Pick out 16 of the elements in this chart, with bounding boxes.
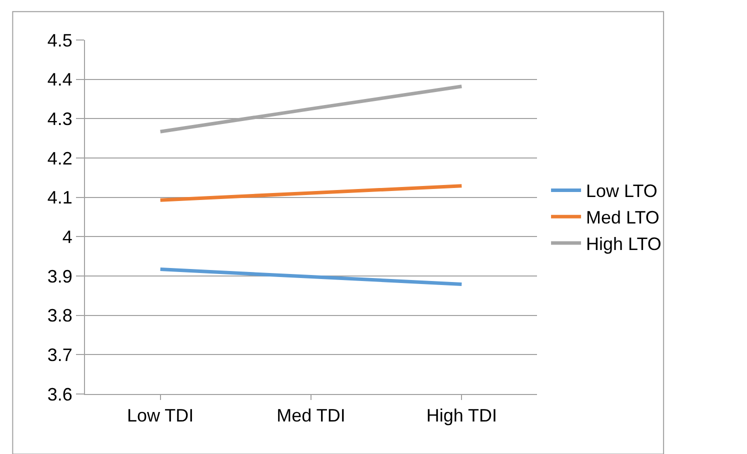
x-tick-label: Med TDI — [276, 406, 346, 426]
y-tick-label: 4.3 — [47, 108, 72, 129]
y-tick-label: 3.9 — [47, 266, 72, 286]
y-tick-label: 4 — [62, 226, 72, 247]
y-tick-label: 3.7 — [47, 344, 72, 365]
y-tick-label: 4.2 — [47, 148, 72, 168]
y-tick-label: 4.5 — [47, 30, 72, 50]
x-tick-label: Low TDI — [126, 406, 194, 426]
legend-label: Med LTO — [586, 208, 660, 228]
y-tick-label: 3.6 — [47, 384, 72, 404]
y-tick-label: 4.1 — [47, 188, 72, 208]
legend-label: Low LTO — [586, 181, 658, 202]
y-tick-label: 4.4 — [47, 70, 72, 90]
legend-label: High LTO — [586, 234, 662, 254]
x-tick-label: High TDI — [426, 406, 498, 426]
y-tick-label: 3.8 — [47, 306, 72, 326]
